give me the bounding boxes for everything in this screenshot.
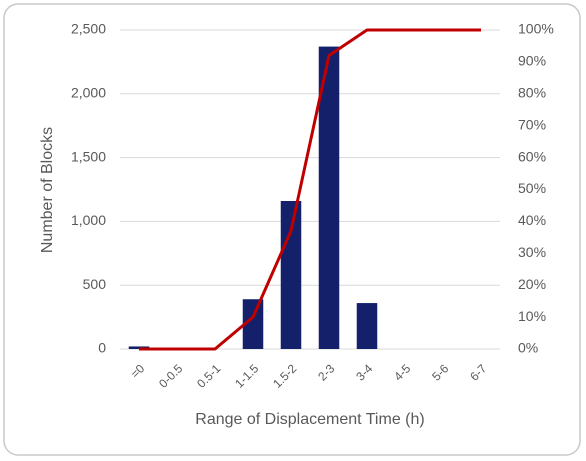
y2-tick-label: 80% <box>518 85 546 101</box>
y2-tick-label: 90% <box>518 53 546 69</box>
y2-tick-label: 40% <box>518 212 546 228</box>
y-tick-label: 2,000 <box>71 85 106 101</box>
y-tick-label: 500 <box>83 276 107 292</box>
y2-tick-label: 0% <box>518 340 538 356</box>
y-tick-label: 2,500 <box>71 21 106 37</box>
y-tick-label: 0 <box>98 340 106 356</box>
y-tick-label: 1,500 <box>71 148 106 164</box>
y2-tick-label: 50% <box>518 180 546 196</box>
y2-tick-label: 30% <box>518 244 546 260</box>
bar <box>318 46 340 349</box>
bar <box>242 299 264 349</box>
y2-tick-label: 20% <box>518 276 546 292</box>
y-tick-label: 1,000 <box>71 212 106 228</box>
y2-tick-label: 60% <box>518 148 546 164</box>
y2-tick-label: 10% <box>518 308 546 324</box>
bar <box>356 303 378 349</box>
y2-tick-label: 100% <box>518 21 554 37</box>
y2-tick-label: 70% <box>518 116 546 132</box>
bar <box>280 200 302 349</box>
cumulative-line <box>139 28 481 351</box>
y-axis-title: Number of Blocks <box>39 127 56 253</box>
x-axis-title: Range of Displacement Time (h) <box>195 411 424 428</box>
